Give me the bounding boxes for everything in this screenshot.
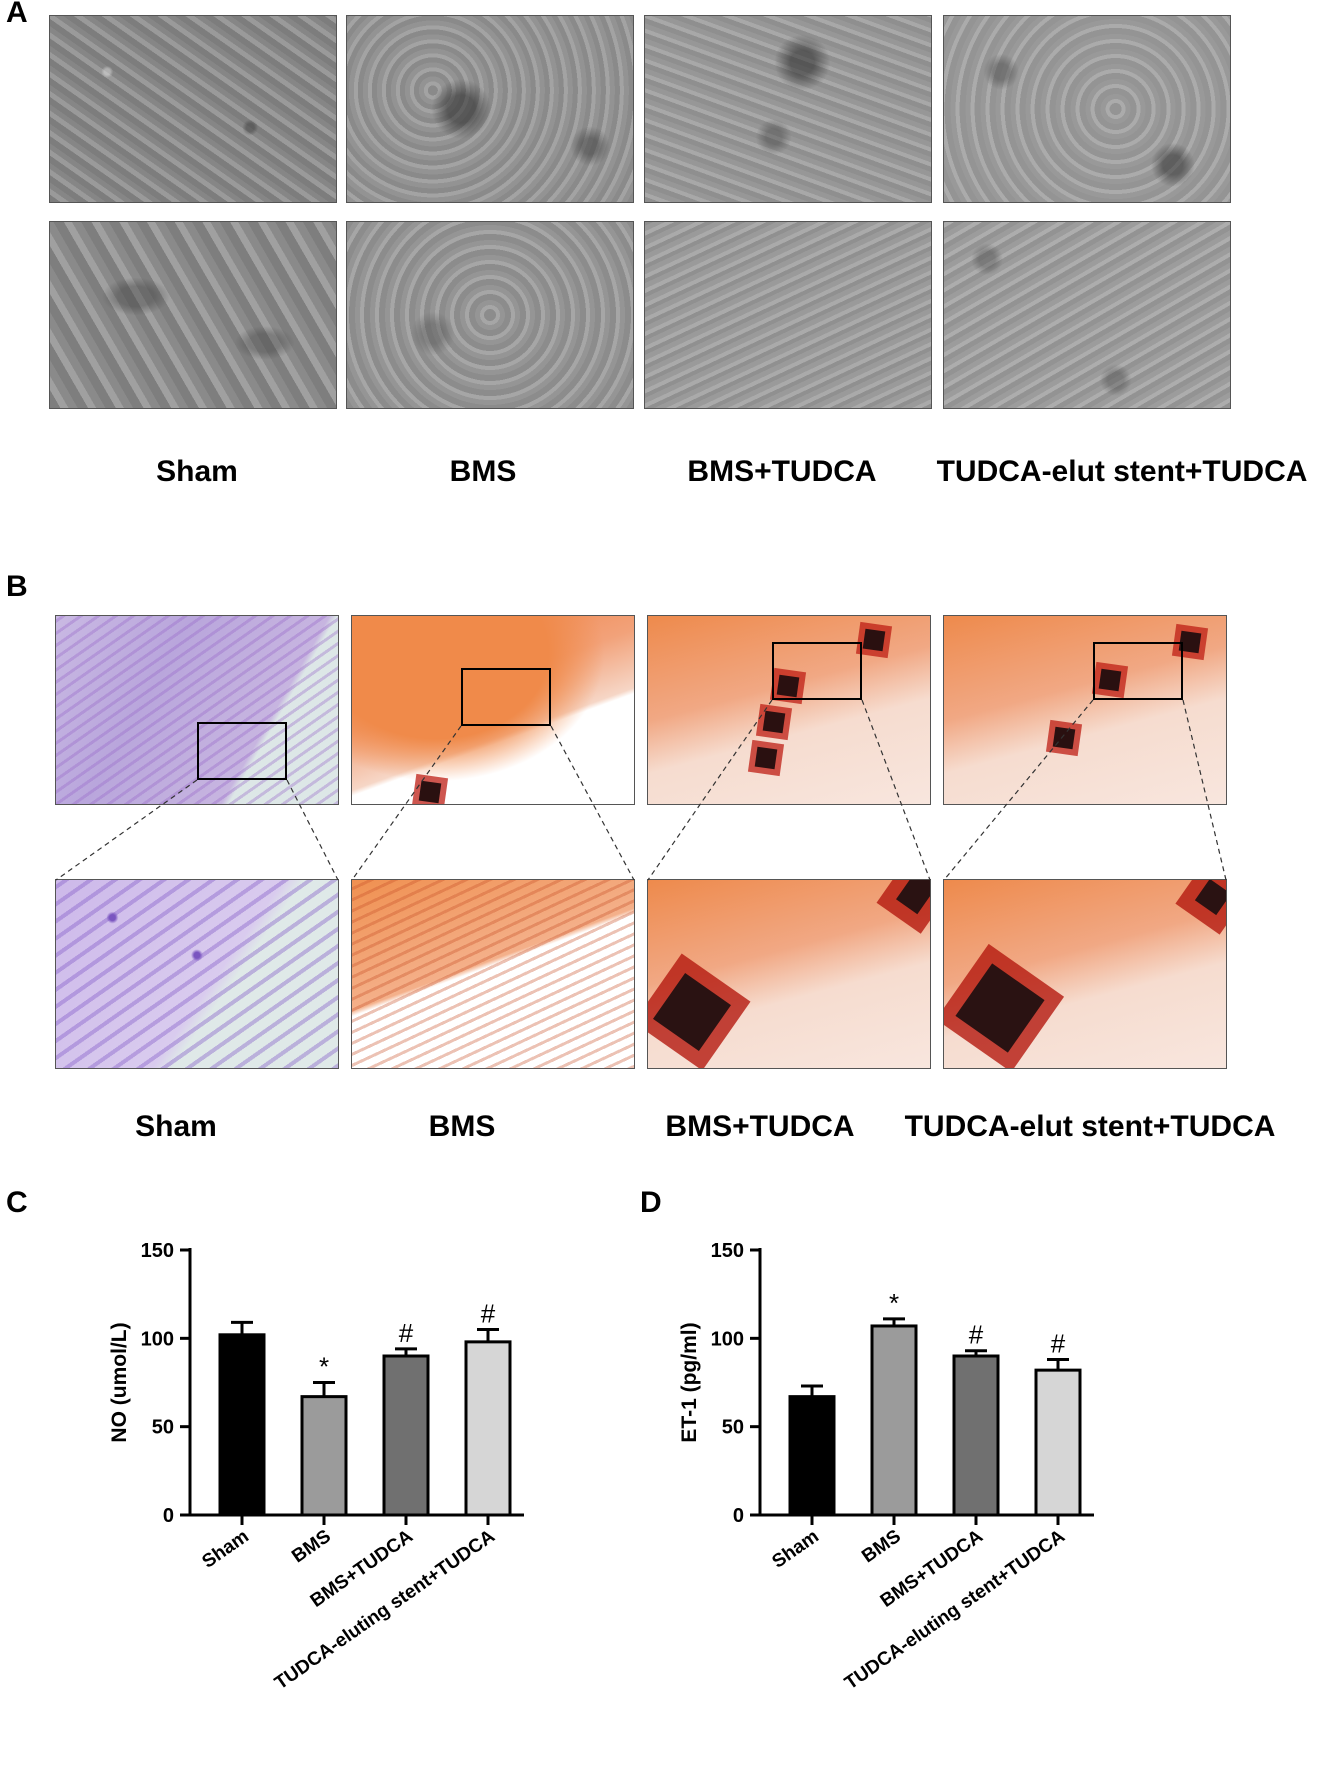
chart-et1-y-tick-label: 50 [722, 1417, 744, 1439]
panel-c-letter: C [6, 1186, 28, 1219]
chart-et1-bar-3 [1034, 1368, 1082, 1517]
chart-no-y-tick-label: 100 [141, 1328, 174, 1350]
label-a-bms-tudca: BMS+TUDCA [687, 455, 877, 488]
chart-no-y-tick-label: 150 [141, 1240, 174, 1262]
stain-image-bms-tudca [647, 615, 931, 805]
sem-image-sham-top [49, 15, 337, 203]
chart-no-y-tick-label: 0 [163, 1505, 174, 1527]
chart-no-category-label: BMS [288, 1526, 335, 1567]
chart-no-significance-mark: * [319, 1352, 329, 1382]
chart-no-significance-mark: # [481, 1299, 496, 1329]
sem-image-tudca-stent-bottom [943, 221, 1231, 409]
chart-no-significance-mark: # [399, 1318, 414, 1348]
sem-image-tudca-stent-top [943, 15, 1231, 203]
chart-et1-category-label: BMS [858, 1526, 905, 1567]
chart-no-bar-2 [382, 1354, 430, 1517]
panel-a-letter: A [6, 0, 28, 29]
chart-no-bar-0 [218, 1333, 266, 1517]
label-a-tudca-stent: TUDCA-elut stent+TUDCA [936, 455, 1308, 488]
chart-no-category-label: Sham [198, 1526, 252, 1573]
label-b-bms-tudca: BMS+TUDCA [665, 1110, 855, 1143]
chart-no-bar-3 [464, 1340, 512, 1517]
zoom-region-bms-tudca [772, 642, 862, 700]
zoom-region-tudca-stent [1093, 642, 1183, 700]
stain-zoom-bms [351, 879, 635, 1069]
chart-et1-significance-mark: # [1051, 1329, 1066, 1359]
sem-image-bms-tudca-bottom [644, 221, 932, 409]
chart-et1-significance-mark: # [969, 1320, 984, 1350]
sem-image-sham-bottom [49, 221, 337, 409]
label-b-tudca-stent: TUDCA-elut stent+TUDCA [904, 1110, 1276, 1143]
panel-b-letter: B [6, 570, 28, 603]
he-image-sham [55, 615, 339, 805]
chart-et1-bar-0 [788, 1395, 836, 1517]
sem-image-bms-bottom [346, 221, 634, 409]
chart-no-y-tick-label: 50 [152, 1417, 174, 1439]
chart-et1-bar-1 [870, 1324, 918, 1517]
chart-et1-significance-mark: * [889, 1288, 899, 1318]
sem-image-bms-top [346, 15, 634, 203]
label-a-sham: Sham [156, 455, 238, 488]
chart-et1-category-label: Sham [768, 1526, 822, 1573]
stain-zoom-tudca-stent [943, 879, 1227, 1069]
chart-et1-y-tick-label: 100 [711, 1328, 744, 1350]
zoom-connectors [55, 699, 1227, 881]
chart-et1-y-tick-label: 150 [711, 1240, 744, 1262]
sem-image-bms-tudca-top [644, 15, 932, 203]
label-b-sham: Sham [135, 1110, 217, 1143]
label-b-bms: BMS [428, 1110, 496, 1143]
zoom-region-sham [197, 722, 287, 780]
chart-et1-y-axis-label: ET-1 (pg/ml) [678, 1322, 701, 1442]
chart-no-bar-1 [300, 1395, 348, 1517]
label-a-bms: BMS [449, 455, 517, 488]
chart-et1-y-tick-label: 0 [733, 1505, 744, 1527]
zoom-region-bms [461, 668, 551, 726]
panel-d-letter: D [640, 1186, 662, 1219]
stain-image-bms [351, 615, 635, 805]
chart-et1-bar-2 [952, 1354, 1000, 1517]
chart-no-y-axis-label: NO (umol/L) [108, 1322, 131, 1442]
stain-zoom-bms-tudca [647, 879, 931, 1069]
he-zoom-sham [55, 879, 339, 1069]
